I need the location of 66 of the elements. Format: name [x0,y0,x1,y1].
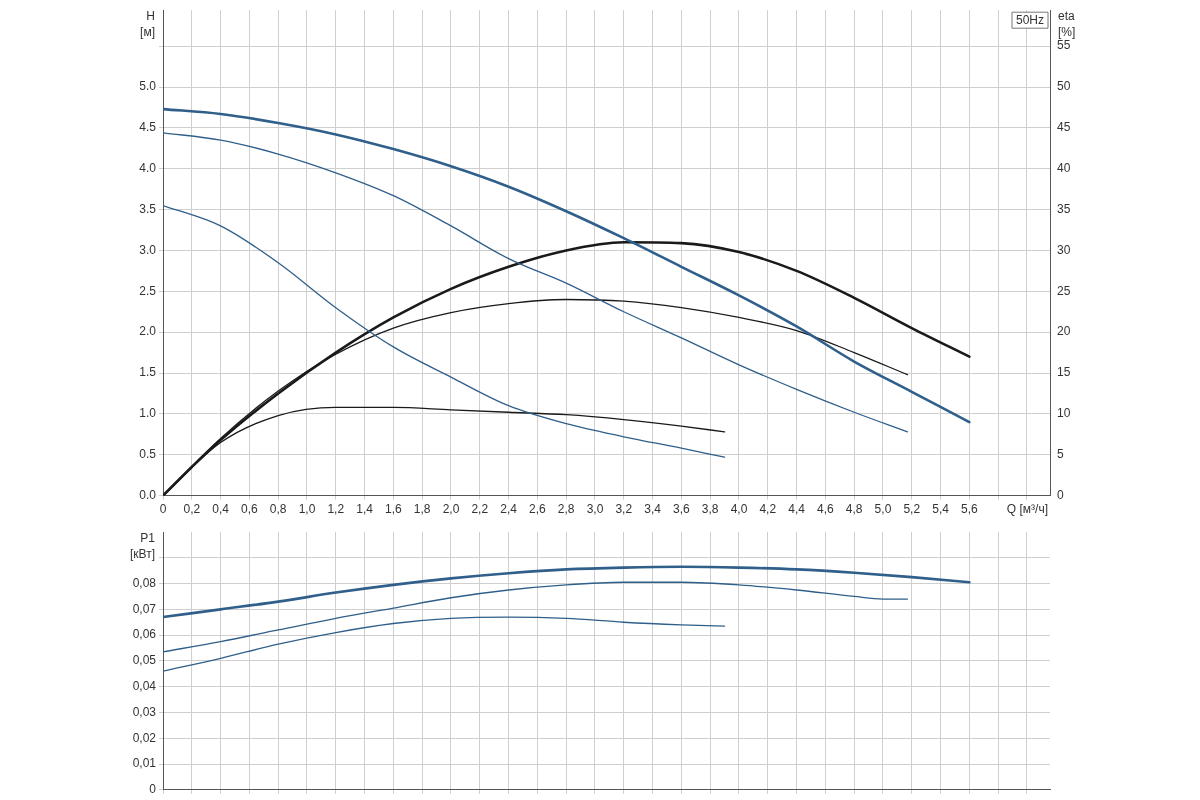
x-tick-label: 4,6 [817,502,835,517]
y2-tick-label: 50 [1057,79,1071,94]
x-axis-title: Q [м³/ч] [1006,501,1048,516]
y-tick-label: 2.5 [139,283,157,298]
y-tick-label: 1.5 [139,365,157,380]
x-tick-label: 2,0 [442,502,460,517]
y-tick-label: 4.5 [139,120,157,135]
x-tick-label: 4,4 [788,502,806,517]
y-axis-title: H [м] [140,9,155,40]
y-tick-label: 0,07 [132,601,157,616]
x-tick-label: 0,8 [269,502,287,517]
y-axis-title: P1 [кВт] [129,531,156,561]
x-tick-label: 2,8 [557,502,575,517]
x-tick-label: 2,2 [471,502,489,517]
y-tick-label: 3.5 [139,201,157,216]
y2-axis-title: eta [%] [1058,9,1076,40]
y-tick-label: 0,01 [132,756,157,771]
y2-tick-label: 35 [1057,201,1071,216]
y2-tick-label: 5 [1057,447,1064,462]
annotation: 50Hz [1015,13,1044,28]
y2-tick-label: 25 [1057,283,1071,298]
y-tick-label: 0 [149,782,157,797]
x-tick-label: 0 [159,502,167,517]
y-tick-label: 2.0 [139,324,157,339]
x-tick-label: 0,4 [212,502,230,517]
x-tick-label: 4,0 [730,502,748,517]
y2-tick-label: 30 [1057,242,1071,257]
x-tick-label: 1,4 [356,502,374,517]
x-tick-label: 5,0 [874,502,892,517]
y-tick-label: 0.0 [139,487,157,502]
y-tick-label: 0,03 [132,704,157,719]
x-tick-label: 5,4 [932,502,950,517]
y-tick-label: 0,04 [132,678,157,693]
y2-tick-label: 55 [1057,38,1071,53]
y-tick-label: 4.0 [139,161,157,176]
y-tick-label: 0,02 [132,730,157,745]
y2-tick-label: 10 [1057,406,1071,421]
x-tick-label: 1,8 [413,502,431,517]
x-tick-label: 1,6 [385,502,403,517]
y-tick-label: 0,08 [132,575,157,590]
x-tick-label: 2,4 [500,502,518,517]
x-tick-label: 4,8 [845,502,863,517]
y-tick-label: 5.0 [139,79,157,94]
x-tick-label: 3,4 [644,502,662,517]
y-tick-label: 1.0 [139,406,157,421]
x-tick-label: 0,6 [241,502,259,517]
x-tick-label: 1,0 [298,502,316,517]
y2-tick-label: 45 [1057,120,1071,135]
y-tick-label: 3.0 [139,242,157,257]
x-tick-label: 3,2 [615,502,633,517]
x-tick-label: 1,2 [327,502,345,517]
x-tick-label: 3,8 [701,502,719,517]
y2-tick-label: 40 [1057,161,1071,176]
y-tick-label: 0,06 [132,627,157,642]
x-tick-label: 3,6 [673,502,691,517]
x-tick-label: 0,2 [183,502,201,517]
x-tick-label: 5,6 [961,502,979,517]
x-tick-label: 3,0 [586,502,604,517]
x-tick-label: 2,6 [529,502,547,517]
y2-tick-label: 20 [1057,324,1071,339]
y-tick-label: 0,05 [132,653,157,668]
y2-tick-label: 15 [1057,365,1071,380]
y2-tick-label: 0 [1057,487,1064,502]
y-tick-label: 0.5 [139,447,157,462]
x-tick-label: 4,2 [759,502,777,517]
x-tick-label: 5,2 [903,502,921,517]
